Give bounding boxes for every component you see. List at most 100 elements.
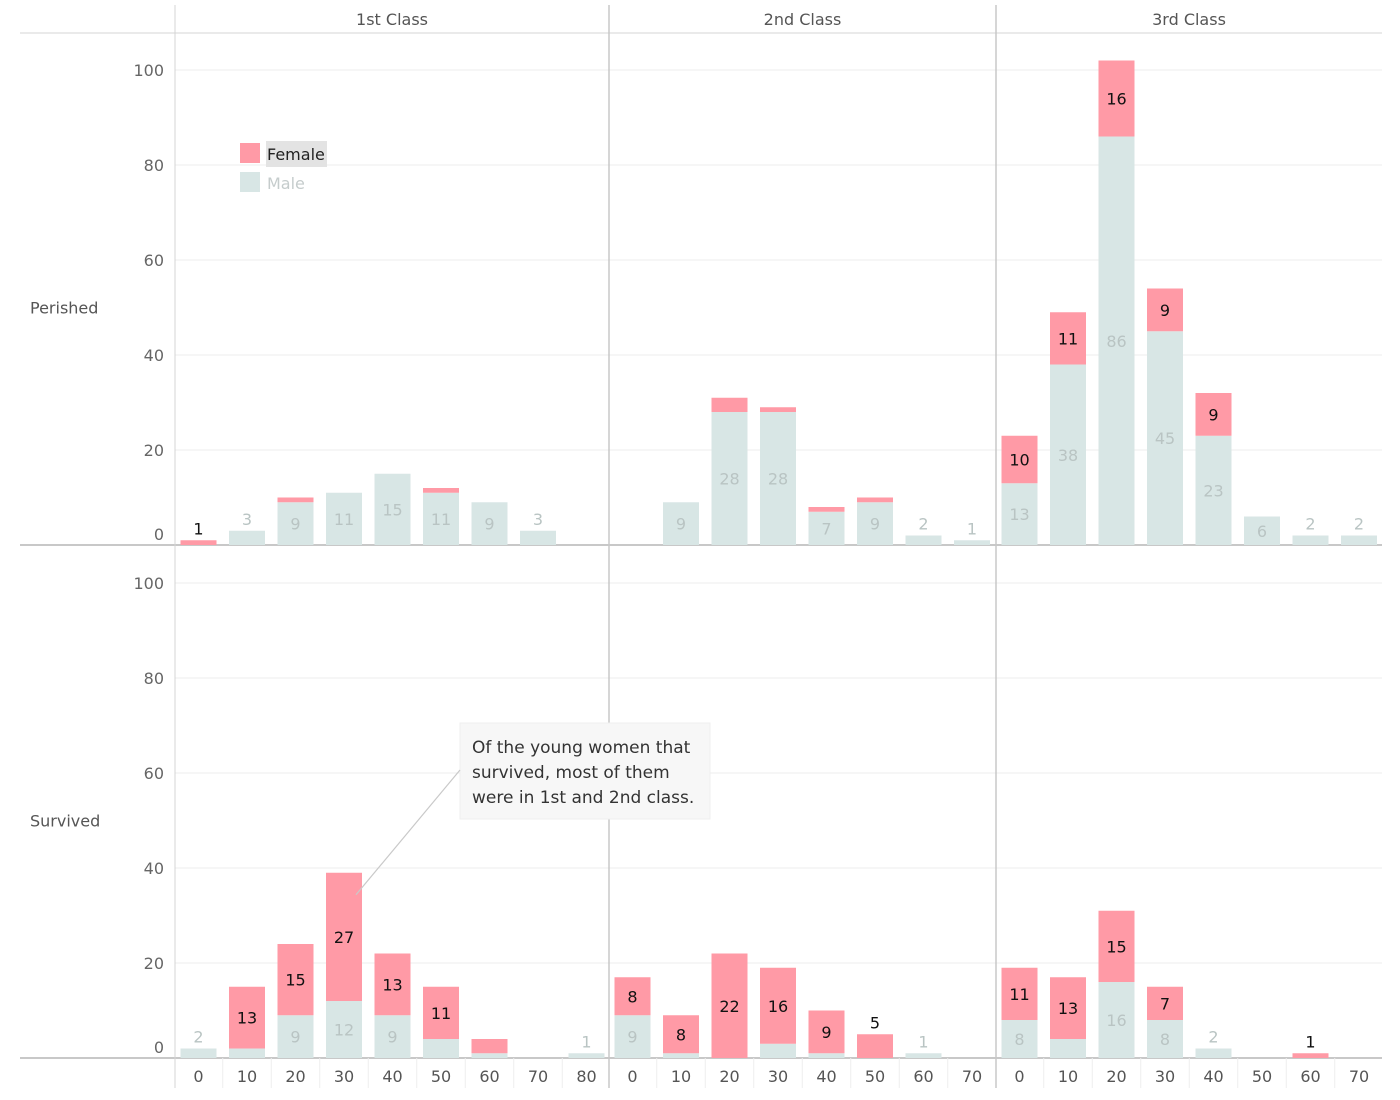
- x-tick-label: 20: [719, 1067, 739, 1086]
- bar-male: [1341, 535, 1377, 545]
- bar-male: [1050, 1039, 1086, 1058]
- data-label-female: 13: [382, 975, 402, 994]
- y-tick-label: 100: [133, 61, 164, 80]
- column-header: 3rd Class: [1152, 10, 1226, 29]
- data-label-male: 9: [676, 515, 686, 534]
- bar-male: [614, 1015, 651, 1058]
- y-tick-label: 40: [144, 859, 164, 878]
- bar-male: [229, 1048, 265, 1058]
- data-label-female: 5: [870, 1013, 880, 1032]
- bar-female: [614, 977, 651, 1016]
- y-tick-label: 40: [144, 346, 164, 365]
- legend-swatch[interactable]: [240, 143, 260, 163]
- bar-male: [423, 492, 459, 545]
- x-tick-label: 50: [1252, 1067, 1272, 1086]
- bar-female: [808, 1010, 845, 1054]
- y-tick-label: 20: [144, 441, 164, 460]
- bar-male: [1244, 516, 1280, 545]
- data-label-male: 8: [1014, 1030, 1024, 1049]
- data-label-male: 9: [290, 515, 300, 534]
- bar-male: [808, 511, 845, 545]
- data-label-male: 9: [870, 515, 880, 534]
- bar-male: [277, 1015, 314, 1058]
- bar-male: [905, 535, 942, 545]
- bar-male: [808, 1053, 845, 1058]
- data-label-female: 1: [1305, 1032, 1315, 1051]
- bar-female: [711, 953, 748, 1058]
- data-label-male: 11: [431, 510, 451, 529]
- bar-male: [663, 502, 699, 545]
- y-tick-label: 60: [144, 251, 164, 270]
- annotation-text: were in 1st and 2nd class.: [472, 788, 694, 808]
- bar-female: [808, 507, 845, 512]
- bar-female: [423, 986, 459, 1039]
- bar-female: [1098, 910, 1135, 982]
- bar-female: [180, 540, 217, 545]
- data-label-female: 16: [1106, 90, 1126, 109]
- x-tick-label: 10: [237, 1067, 257, 1086]
- legend-label[interactable]: Female: [267, 145, 325, 164]
- bar-male: [857, 502, 893, 545]
- data-label-female: 16: [768, 997, 788, 1016]
- y-tick-label: 20: [144, 954, 164, 973]
- annotation-box: [459, 722, 711, 820]
- bar-female: [857, 497, 893, 503]
- bar-female: [1001, 967, 1038, 1020]
- bar-female: [277, 944, 314, 1016]
- data-label-male: 7: [821, 519, 831, 538]
- legend-highlight: [266, 141, 327, 167]
- data-label-female: 22: [719, 997, 739, 1016]
- bar-female: [1147, 986, 1183, 1020]
- y-axis-ticks: 0 20 40 60 80 100 0 20 40 60 80 100: [133, 61, 164, 1057]
- bar-male: [326, 1001, 362, 1058]
- bar-male: [180, 1048, 217, 1058]
- bar-female: [423, 488, 459, 493]
- legend-swatch[interactable]: [240, 172, 260, 192]
- bar-male: [374, 1015, 411, 1058]
- data-label-male: 11: [334, 510, 354, 529]
- data-label-male: 3: [242, 510, 252, 529]
- bar-female: [1050, 977, 1086, 1039]
- bar-female: [1147, 288, 1183, 332]
- bar-male: [1195, 435, 1232, 545]
- bar-male: [1098, 136, 1135, 545]
- data-label-female: 9: [1208, 405, 1218, 424]
- bar-female: [760, 967, 796, 1044]
- data-label-female: 27: [334, 928, 354, 947]
- bar-female: [1292, 1053, 1329, 1058]
- data-label-male: 2: [1354, 515, 1364, 534]
- bar-male: [423, 1039, 459, 1058]
- x-tick-label: 20: [285, 1067, 305, 1086]
- data-label-female: 10: [1009, 451, 1029, 470]
- bar-male: [1050, 364, 1086, 545]
- panel-frame: [20, 5, 1382, 1088]
- legend-label[interactable]: Male: [267, 174, 305, 193]
- data-label-male: 86: [1106, 332, 1126, 351]
- data-label-male: 9: [484, 515, 494, 534]
- annotation: Of the young women that survived, most of…: [355, 722, 711, 896]
- x-tick-label: 10: [671, 1067, 691, 1086]
- data-label-male: 9: [627, 1028, 637, 1047]
- data-label-female: 15: [285, 971, 305, 990]
- data-label-male: 1: [967, 519, 977, 538]
- annotation-text: survived, most of them: [472, 763, 670, 783]
- bar-male: [1292, 535, 1329, 545]
- data-label-male: 28: [768, 470, 788, 489]
- bar-female: [1195, 393, 1232, 436]
- data-label-female: 1: [193, 519, 203, 538]
- bar-female: [374, 953, 411, 1016]
- data-label-male: 28: [719, 470, 739, 489]
- legend[interactable]: Female Male: [240, 141, 327, 193]
- bar-female: [229, 986, 265, 1049]
- data-label-male: 6: [1257, 522, 1267, 541]
- bar-female: [471, 1039, 508, 1054]
- data-label-male: 9: [290, 1028, 300, 1047]
- bar-male: [954, 540, 990, 545]
- row-headers: Perished Survived: [30, 299, 100, 831]
- row-header: Survived: [30, 812, 100, 831]
- data-label-male: 2: [1305, 515, 1315, 534]
- bar-male: [905, 1053, 942, 1058]
- y-tick-label: 80: [144, 669, 164, 688]
- bar-male: [1147, 331, 1183, 545]
- data-label-male: 12: [334, 1021, 354, 1040]
